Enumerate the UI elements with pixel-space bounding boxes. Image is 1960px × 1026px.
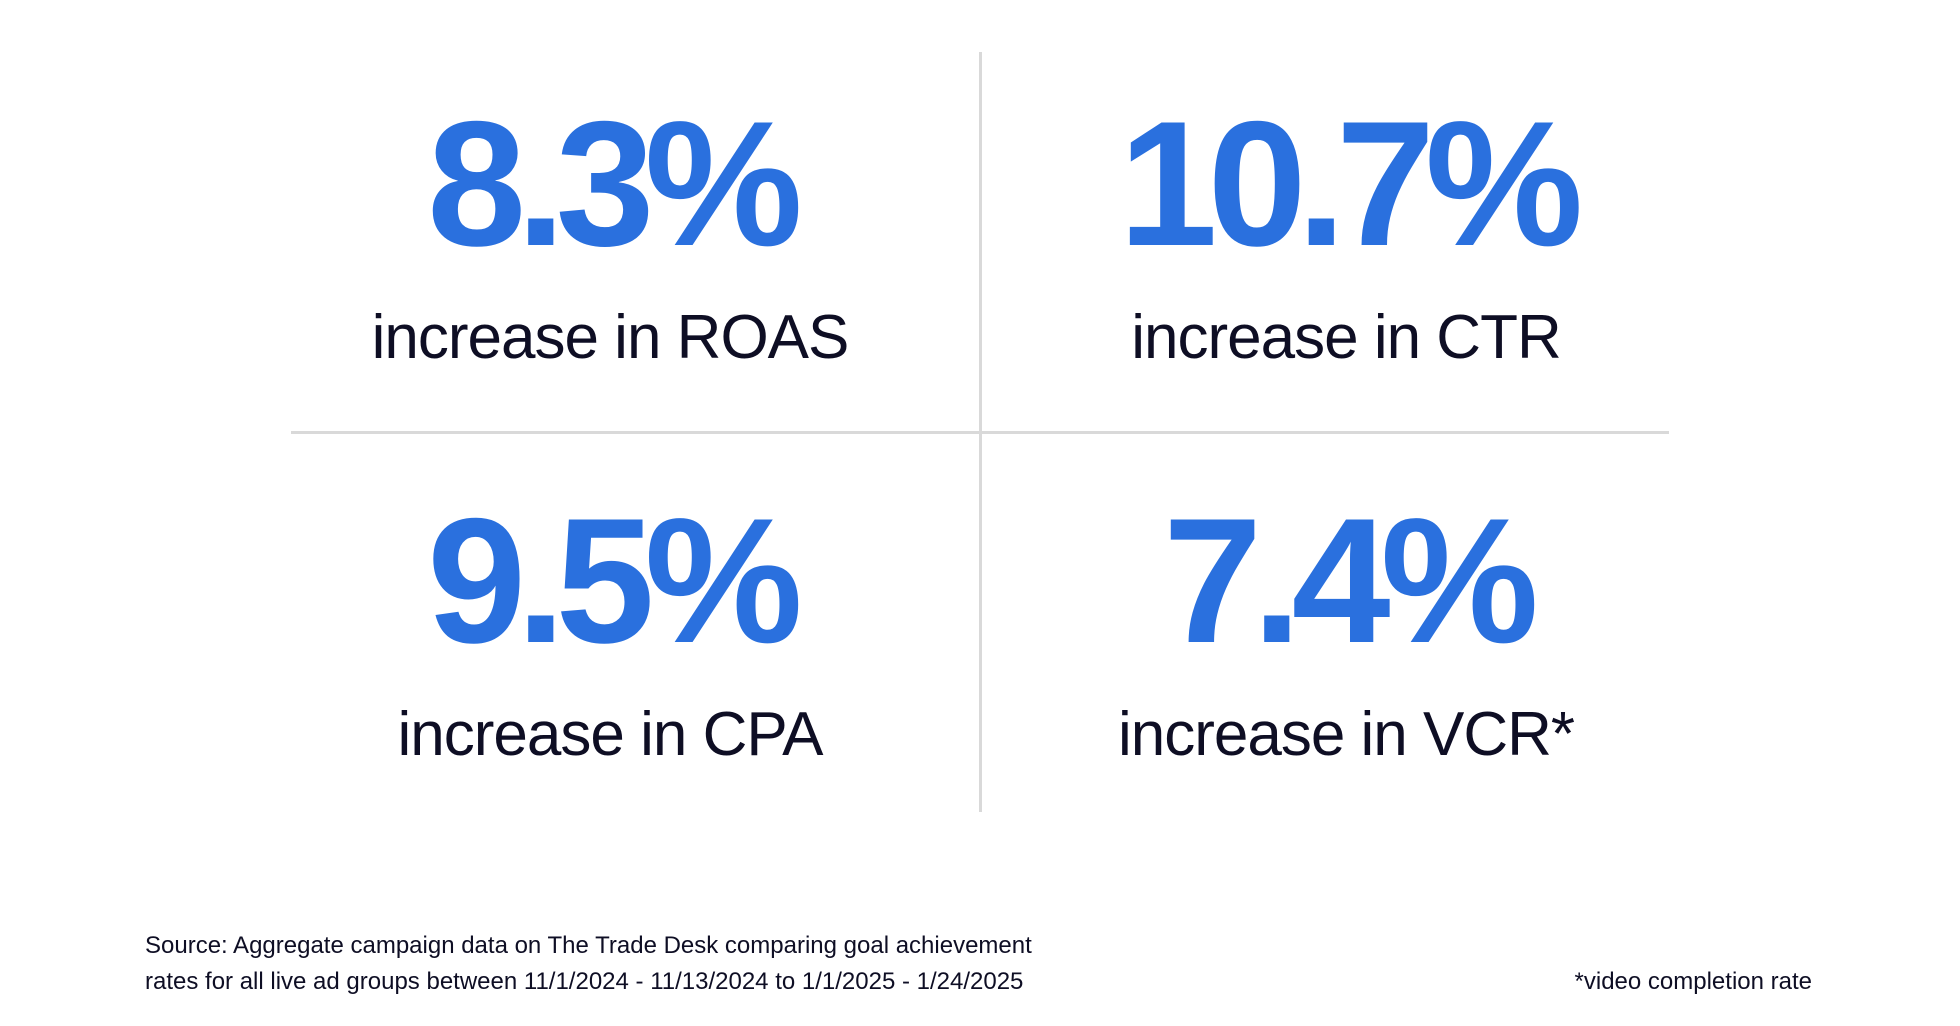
- source-line-2: rates for all live ad groups between 11/…: [145, 968, 1024, 995]
- stat-value: 7.4%: [1163, 481, 1539, 680]
- stat-label: increase in CPA: [397, 700, 824, 769]
- stat-value: 9.5%: [427, 481, 803, 680]
- stat-label: increase in ROAS: [371, 303, 850, 372]
- footnote: *video completion rate: [1574, 968, 1812, 995]
- source-note: Source: Aggregate campaign data on The T…: [145, 928, 1032, 1000]
- stat-roas: 8.3% increase in ROAS: [260, 95, 960, 369]
- stat-label: increase in CTR: [1131, 303, 1561, 372]
- stat-label: increase in VCR*: [1117, 700, 1575, 769]
- stat-value: 10.7%: [1118, 84, 1584, 283]
- stat-cpa: 9.5% increase in CPA: [260, 492, 960, 766]
- source-line-1: Source: Aggregate campaign data on The T…: [145, 932, 1032, 959]
- stat-value: 8.3%: [427, 84, 803, 283]
- stat-ctr: 10.7% increase in CTR: [996, 95, 1696, 369]
- stat-vcr: 7.4% increase in VCR*: [996, 492, 1696, 766]
- horizontal-divider: [291, 431, 1669, 434]
